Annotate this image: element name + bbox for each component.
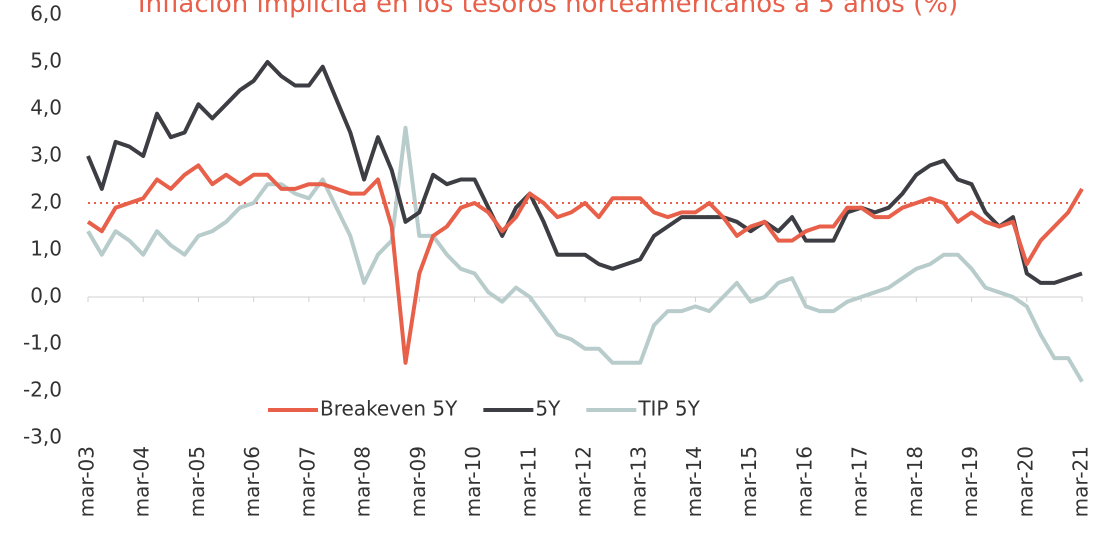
x-tick-label: mar-20 [1013,446,1037,517]
series-line [86,163,1084,365]
y-tick-label: 1,0 [30,237,62,261]
x-tick-label: mar-16 [792,446,816,517]
x-tick-label: mar-12 [572,446,596,517]
y-tick-label: 2,0 [30,190,62,214]
x-tick-label: mar-06 [240,446,264,517]
series-line [86,60,1083,285]
x-tick-label: mar-14 [682,446,706,517]
y-tick-label: 6,0 [30,2,62,26]
x-tick-label: mar-21 [1069,446,1093,517]
x-tick-label: mar-15 [737,446,761,517]
x-tick-label: mar-17 [848,446,872,517]
chart-title: Inflación implícita en los tesoros norte… [138,0,958,19]
x-tick-label: mar-07 [295,446,319,517]
legend-label: Breakeven 5Y [320,397,458,421]
x-tick-label: mar-11 [516,446,540,517]
y-tick-label: -2,0 [23,378,62,402]
legend-label: TIP 5Y [637,397,700,421]
y-tick-label: 3,0 [30,143,62,167]
x-tick-label: mar-18 [903,446,927,517]
x-tick-label: mar-09 [406,446,430,517]
x-tick-label: mar-08 [351,446,375,517]
x-tick-label: mar-13 [627,446,651,517]
y-tick-label: 0,0 [30,284,62,308]
series-line [86,125,1084,383]
y-tick-label: 4,0 [30,96,62,120]
x-tick-label: mar-10 [461,446,485,517]
y-tick-label: 5,0 [30,49,62,73]
x-tick-label: mar-04 [130,446,154,517]
y-tick-label: -1,0 [23,331,62,355]
y-tick-label: -3,0 [23,425,62,449]
x-tick-label: mar-05 [185,446,209,517]
x-tick-label: mar-03 [75,446,99,517]
x-tick-label: mar-19 [958,446,982,517]
legend-label: 5Y [535,397,561,421]
